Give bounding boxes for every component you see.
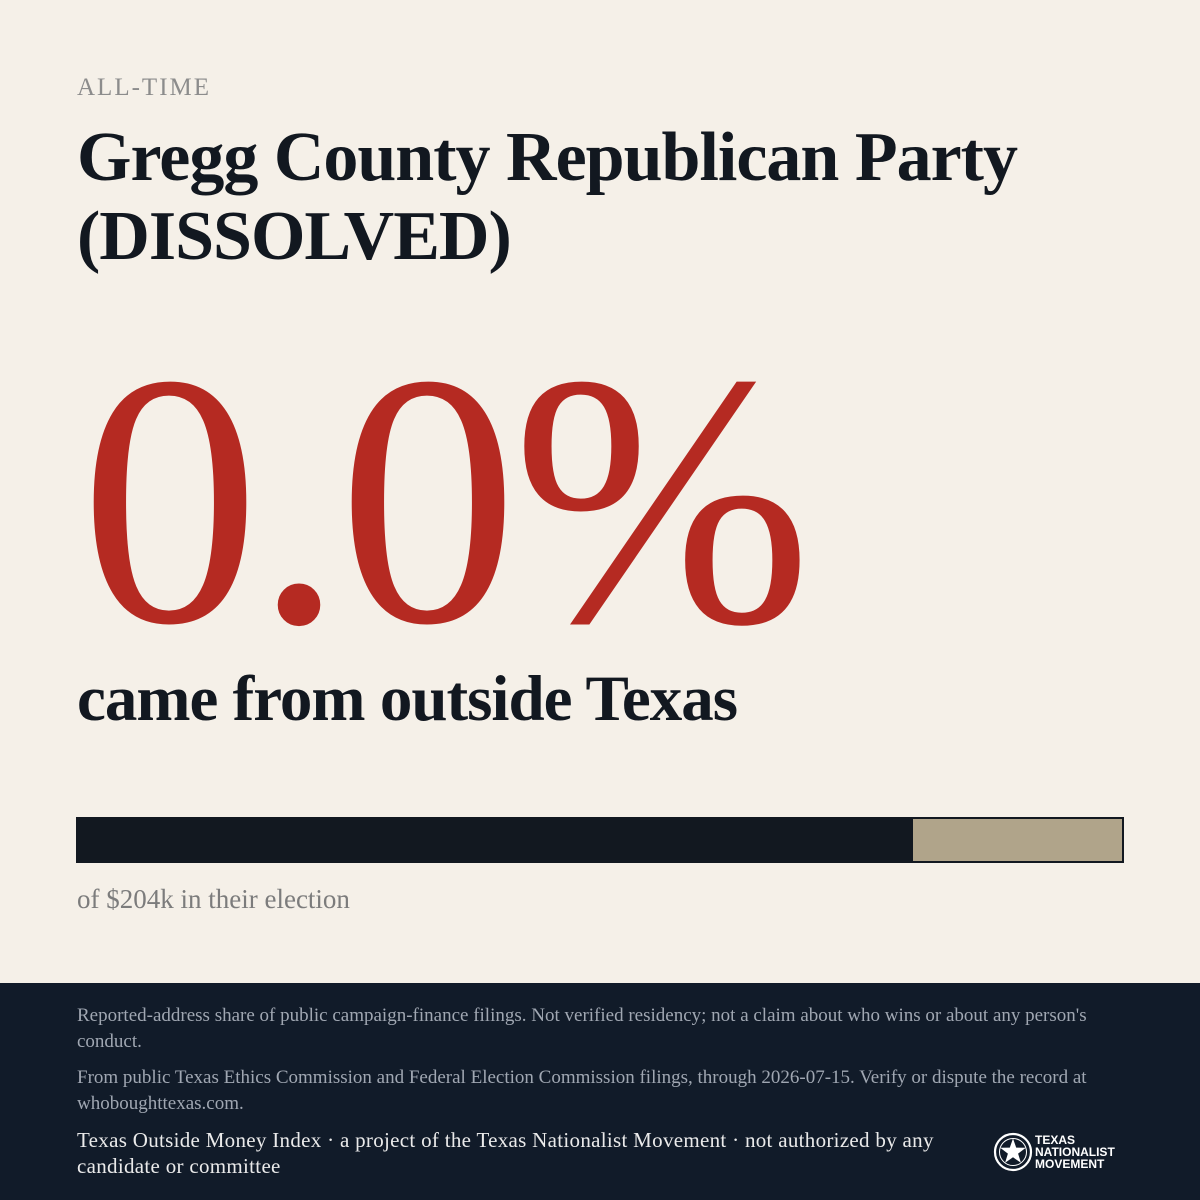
committee-title: Gregg County Republican Party (DISSOLVED… [77,119,1018,275]
tnm-logo-text: TEXAS NATIONALIST MOVEMENT [1035,1133,1115,1171]
tnm-star-seal-icon [993,1132,1033,1172]
source-note: From public Texas Ethics Commission and … [77,1067,1087,1114]
outside-share-label: came from outside Texas [77,663,738,735]
main-panel: ALL-TIME Gregg County Republican Party (… [76,74,1124,914]
period-label: ALL-TIME [77,74,212,101]
share-bar-fill [78,819,914,861]
credit-line: Texas Outside Money Index · a project of… [77,1128,934,1178]
total-caption: of $204k in their election [77,884,350,914]
outside-share-value: 0.0% [80,300,812,699]
share-bar [76,817,1124,863]
tnm-logo: TEXAS NATIONALIST MOVEMENT [993,1131,1128,1173]
methodology-note: Reported-address share of public campaig… [77,1005,1087,1052]
